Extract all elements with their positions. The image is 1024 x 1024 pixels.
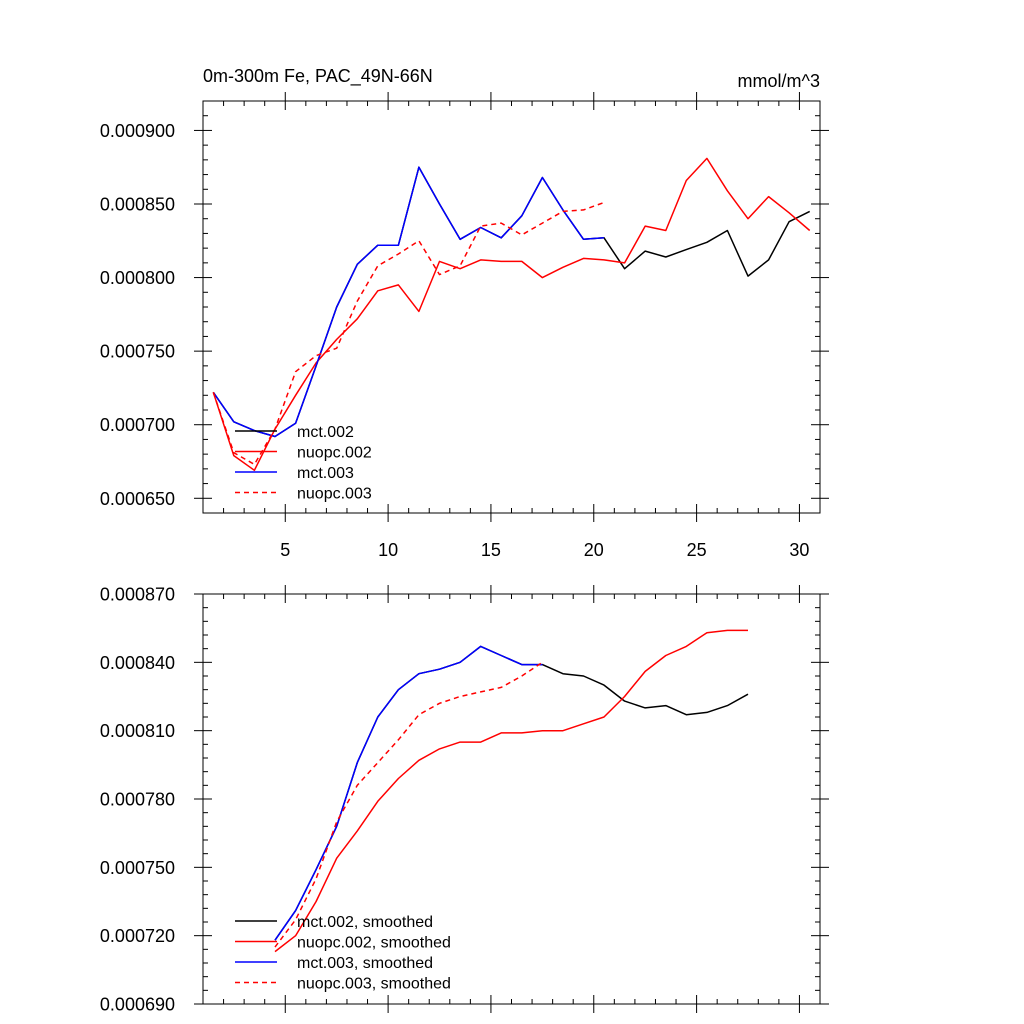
y-tick-label: 0.000810 [100, 721, 175, 741]
y-tick-label: 0.000720 [100, 926, 175, 946]
plot-frame [202, 593, 821, 1005]
x-tick-label: 20 [584, 540, 604, 560]
legend-label: nuopc.002, smoothed [297, 935, 451, 952]
y-tick-label: 0.000750 [100, 342, 175, 362]
legend-label: nuopc.003, smoothed [297, 976, 451, 993]
y-tick-label: 0.000840 [100, 653, 175, 673]
y-tick-label: 0.000850 [100, 195, 175, 215]
series-line [274, 629, 748, 953]
legend: mct.002, smoothed nuopc.002, smoothed mct.… [235, 914, 451, 993]
legend-label: mct.002, smoothed [297, 914, 433, 931]
series-line [274, 645, 543, 941]
legend-label: mct.003 [297, 465, 354, 482]
y-tick-labels: 0.000690 0.000720 0.000750 0.000780 0.000810… [100, 585, 175, 1015]
x-tick-labels: 5 10 15 20 25 30 [280, 540, 809, 560]
series-line [274, 645, 749, 941]
legend-label: mct.003, smoothed [297, 955, 433, 972]
legend-label: mct.002 [297, 424, 354, 441]
legend: mct.002 nuopc.002 mct.003 nuopc.003 [235, 424, 372, 503]
y-tick-label: 0.000700 [100, 415, 175, 435]
x-tick-label: 30 [789, 540, 809, 560]
y-tick-label: 0.000900 [100, 121, 175, 141]
series-line [212, 166, 605, 438]
y-tick-label: 0.000750 [100, 858, 175, 878]
chart-panel-top: 0m-300m Fe, PAC_49N-66N mmol/m^3 0.00065… [100, 66, 829, 560]
x-tick-label: 5 [280, 540, 290, 560]
series-line [212, 166, 811, 438]
series-lines [274, 629, 749, 953]
units-label: mmol/m^3 [738, 71, 820, 91]
series-lines [212, 157, 811, 472]
chart-panel-bottom: 0.000690 0.000720 0.000750 0.000780 0.000810… [100, 585, 829, 1015]
y-tick-label: 0.000870 [100, 585, 175, 605]
x-tick-label: 15 [481, 540, 501, 560]
series-line [212, 201, 605, 466]
series-line [212, 157, 811, 472]
legend-label: nuopc.003 [297, 486, 372, 503]
y-tick-label: 0.000650 [100, 489, 175, 509]
axis-ticks [194, 92, 829, 522]
axis-ticks [194, 585, 829, 1013]
series-line [274, 661, 543, 948]
y-tick-label: 0.000800 [100, 268, 175, 288]
y-tick-label: 0.000690 [100, 995, 175, 1015]
x-tick-label: 25 [687, 540, 707, 560]
x-tick-label: 10 [378, 540, 398, 560]
chart-title: 0m-300m Fe, PAC_49N-66N [203, 66, 433, 87]
plot-frame [202, 100, 821, 514]
legend-label: nuopc.002 [297, 445, 372, 462]
y-tick-label: 0.000780 [100, 790, 175, 810]
y-tick-labels: 0.000650 0.000700 0.000750 0.000800 0.000850… [100, 121, 175, 509]
